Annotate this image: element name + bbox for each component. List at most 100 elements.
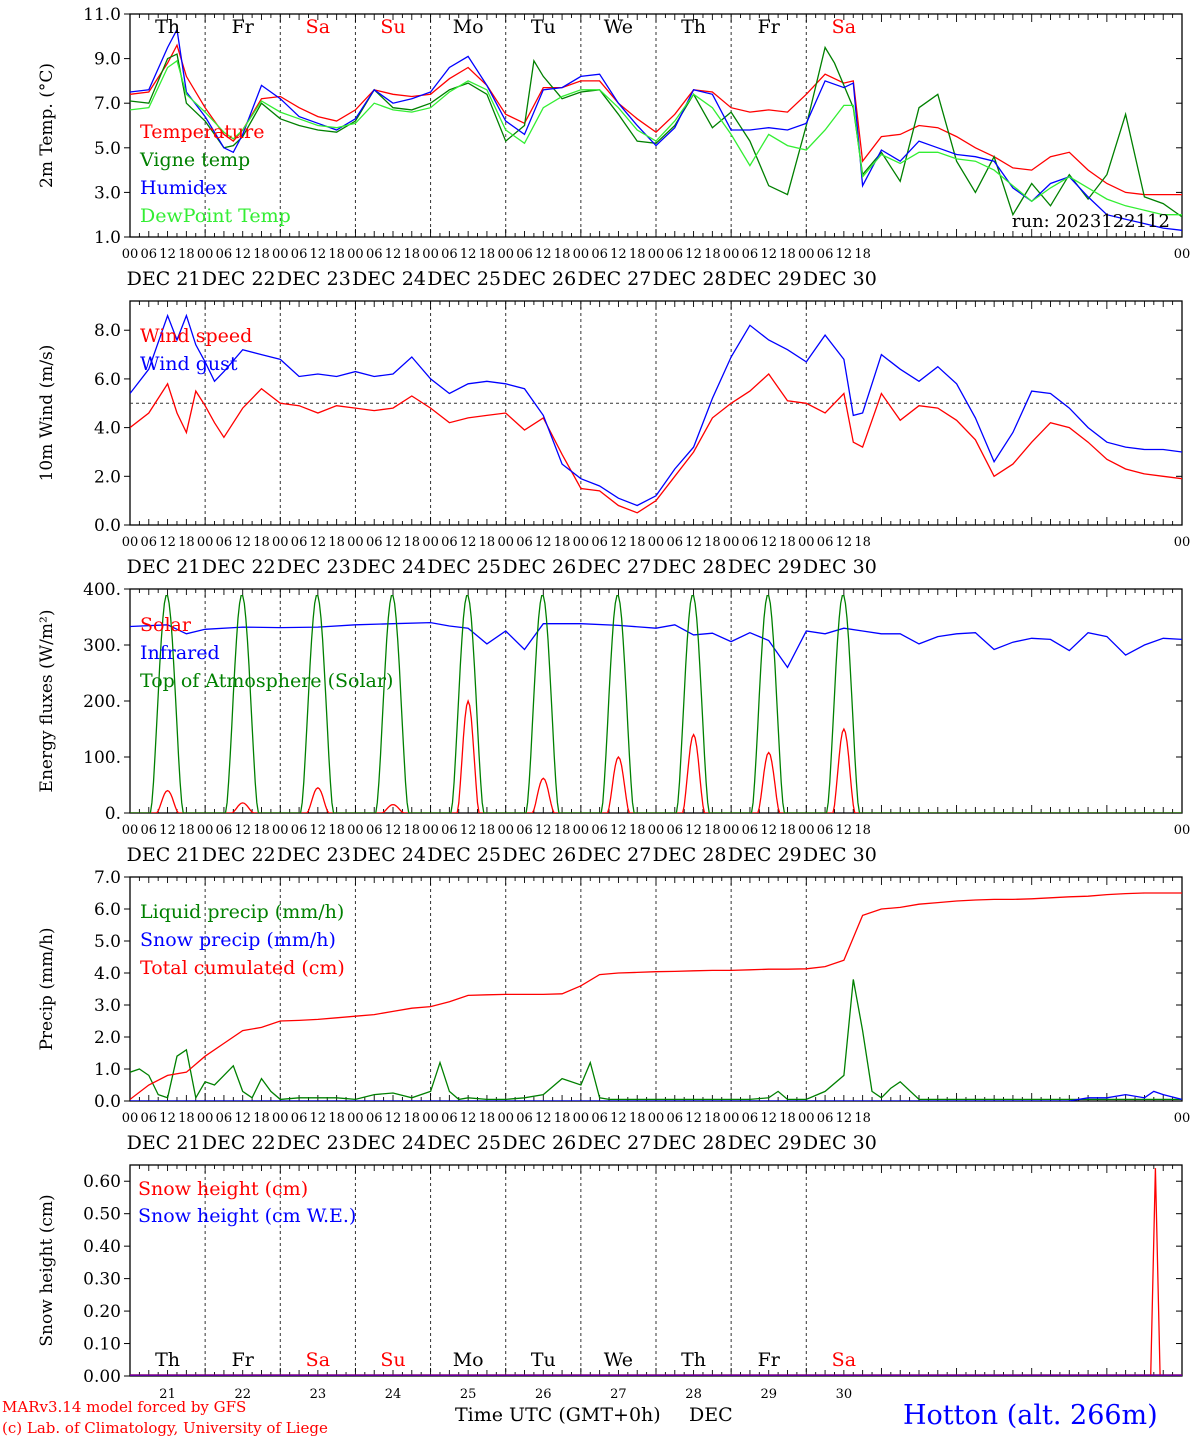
- date-label: DEC 24: [352, 844, 426, 866]
- hour-tick-label: 00: [272, 823, 289, 838]
- hour-tick-label: 12: [610, 535, 627, 550]
- hour-tick-label: 18: [178, 247, 195, 262]
- date-label: DEC 27: [577, 844, 651, 866]
- y-tick-label: 0.60: [83, 1172, 121, 1192]
- hour-tick-label: 00: [197, 823, 214, 838]
- hour-tick-label: 00: [798, 247, 815, 262]
- y-tick-label: 11.0: [83, 5, 121, 25]
- y-tick-label: 9.0: [94, 50, 121, 70]
- x-axis-month: DEC: [689, 1404, 733, 1426]
- legend-entry: Vigne temp: [139, 149, 250, 171]
- date-label: DEC 21: [127, 556, 201, 578]
- hour-tick-label: 06: [516, 247, 533, 262]
- hour-tick-label: 12: [234, 1111, 251, 1126]
- weekday-label: Sa: [306, 16, 330, 38]
- hour-tick-label: 06: [742, 823, 759, 838]
- hour-tick-label: 18: [328, 1111, 345, 1126]
- date-label: DEC 26: [502, 268, 576, 290]
- hour-tick-label: 12: [385, 247, 402, 262]
- hour-tick-label: 18: [629, 535, 646, 550]
- weekday-label: Th: [155, 16, 180, 38]
- series-line-solar: [130, 699, 1182, 813]
- hour-tick-label: 12: [836, 247, 853, 262]
- hour-tick-label: 18: [253, 1111, 270, 1126]
- hour-tick-label: 00: [197, 535, 214, 550]
- hour-tick-label: 12: [385, 1111, 402, 1126]
- hour-tick-label: 06: [141, 823, 158, 838]
- y-tick-label: 0.0: [94, 1092, 121, 1112]
- hour-tick-label: 06: [817, 535, 834, 550]
- hour-tick-label: 00: [122, 823, 139, 838]
- hour-tick-label: 00: [1174, 823, 1191, 838]
- hour-tick-label: 00: [798, 823, 815, 838]
- day-number-label: 28: [685, 1387, 702, 1402]
- date-label: DEC 24: [352, 268, 426, 290]
- hour-tick-label: 18: [479, 247, 496, 262]
- weekday-label: Mo: [453, 1349, 484, 1371]
- hour-tick-label: 12: [385, 535, 402, 550]
- hour-tick-label: 06: [366, 247, 383, 262]
- hour-tick-label: 00: [197, 247, 214, 262]
- weekday-label: Fr: [232, 1349, 255, 1371]
- day-number-label: 22: [234, 1387, 251, 1402]
- x-axis-title: Time UTC (GMT+0h): [455, 1404, 661, 1426]
- hour-tick-label: 00: [347, 247, 364, 262]
- y-tick-label: 4.0: [94, 419, 121, 439]
- hour-tick-label: 18: [178, 1111, 195, 1126]
- y-tick-label: 0.10: [83, 1335, 121, 1355]
- y-tick-label: 0.00: [83, 1367, 121, 1387]
- hour-tick-label: 18: [328, 247, 345, 262]
- hour-tick-label: 06: [216, 535, 233, 550]
- legend-entry: Snow precip (mm/h): [140, 929, 336, 951]
- y-tick-label: 7.0: [94, 94, 121, 114]
- hour-tick-label: 00: [422, 1111, 439, 1126]
- hour-tick-label: 00: [272, 1111, 289, 1126]
- date-label: DEC 25: [427, 1132, 501, 1154]
- y-tick-label: 2.0: [94, 1028, 121, 1048]
- date-label: DEC 30: [803, 556, 877, 578]
- panel-wind: 0.0 2.0 4.0 6.0 8.0 10m Wind (m/s) Wind speed W…: [37, 300, 1190, 578]
- day-number-label: 25: [460, 1387, 477, 1402]
- date-label: DEC 22: [202, 844, 276, 866]
- hour-tick-label: 00: [347, 1111, 364, 1126]
- series-line-wind-speed: [130, 373, 1182, 514]
- hour-tick-label: 06: [441, 1111, 458, 1126]
- hour-tick-label: 00: [422, 823, 439, 838]
- day-number-label: 29: [760, 1387, 777, 1402]
- y-tick-label: 1.0: [94, 228, 121, 248]
- y-tick-label: 5.0: [94, 139, 121, 159]
- date-label: DEC 29: [728, 556, 802, 578]
- hour-tick-label: 12: [685, 1111, 702, 1126]
- weekday-label: Th: [681, 16, 706, 38]
- hour-tick-label: 12: [685, 823, 702, 838]
- hour-tick-label: 06: [516, 823, 533, 838]
- date-label: DEC 28: [653, 556, 727, 578]
- hour-tick-label: 00: [648, 535, 665, 550]
- series-line-total-cumulated-cm: [130, 892, 1182, 1100]
- date-label: DEC 30: [803, 268, 877, 290]
- hour-tick-label: 12: [836, 1111, 853, 1126]
- hour-tick-label: 00: [798, 535, 815, 550]
- hour-tick-label: 06: [366, 535, 383, 550]
- date-label: DEC 27: [577, 1132, 651, 1154]
- legend-entry: Wind speed: [140, 325, 252, 347]
- hour-tick-label: 06: [591, 535, 608, 550]
- hour-tick-label: 18: [779, 535, 796, 550]
- hour-tick-label: 18: [854, 1111, 871, 1126]
- y-tick-label: 0.30: [83, 1270, 121, 1290]
- weekday-label: Sa: [306, 1349, 330, 1371]
- plot-frame: [129, 300, 1183, 526]
- hour-tick-label: 18: [404, 1111, 421, 1126]
- date-label: DEC 28: [653, 1132, 727, 1154]
- hour-tick-label: 00: [347, 823, 364, 838]
- model-credit: MARv3.14 model forced by GFS: [2, 1398, 247, 1416]
- hour-tick-label: 12: [535, 1111, 552, 1126]
- hour-tick-label: 06: [441, 535, 458, 550]
- hour-tick-label: 00: [648, 1111, 665, 1126]
- y-tick-label: 3.0: [94, 183, 121, 203]
- y-axis-title: Precip (mm/h): [37, 927, 57, 1050]
- hour-tick-label: 12: [610, 1111, 627, 1126]
- legend-entry: Top of Atmosphere (Solar): [140, 670, 393, 692]
- day-number-label: 24: [385, 1387, 402, 1402]
- hour-tick-label: 06: [817, 247, 834, 262]
